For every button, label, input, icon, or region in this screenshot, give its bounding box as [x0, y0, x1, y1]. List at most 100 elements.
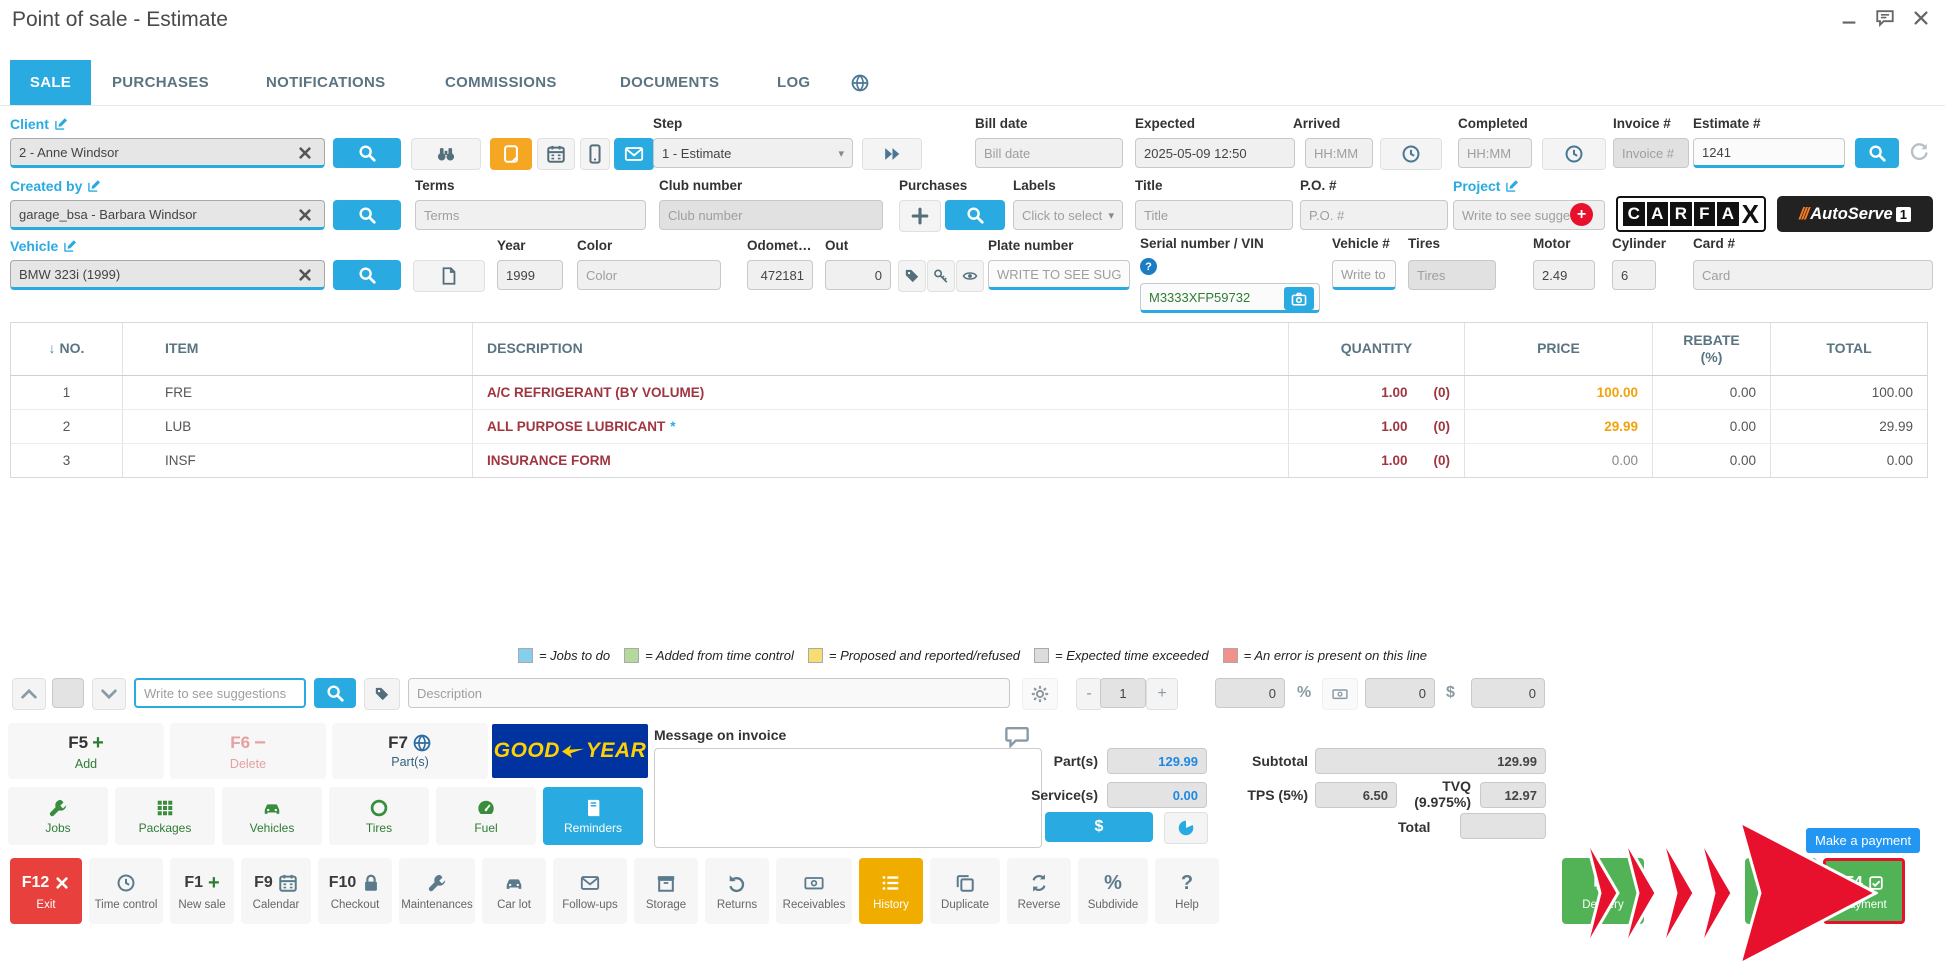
- binoculars-button[interactable]: [411, 138, 481, 170]
- terms-input[interactable]: [415, 200, 646, 230]
- tab-globe[interactable]: [850, 60, 870, 105]
- arrived-input[interactable]: [1305, 138, 1373, 168]
- tab-notifications[interactable]: NOTIFICATIONS: [266, 74, 386, 91]
- col-quantity[interactable]: QUANTITY: [1289, 323, 1465, 375]
- step-select[interactable]: 1 - Estimate ▾: [653, 138, 853, 168]
- tab-commissions[interactable]: COMMISSIONS: [445, 74, 557, 91]
- tab-sale[interactable]: SALE: [10, 60, 91, 105]
- subdivide-button[interactable]: % Subdivide: [1078, 858, 1148, 924]
- title-input[interactable]: [1135, 200, 1293, 230]
- calendar-button[interactable]: [537, 138, 575, 170]
- client-input[interactable]: [10, 138, 325, 168]
- refresh-icon[interactable]: [1909, 142, 1929, 162]
- eye-button[interactable]: [956, 260, 984, 292]
- vehicle-file-button[interactable]: [413, 260, 485, 292]
- edit-icon[interactable]: [63, 239, 77, 253]
- col-rebate[interactable]: REBATE (%): [1653, 323, 1771, 375]
- clear-created-by-icon[interactable]: [297, 207, 315, 225]
- checkout-button[interactable]: F10 Checkout: [318, 858, 392, 924]
- col-item[interactable]: ITEM: [123, 323, 473, 375]
- bill-date-input[interactable]: [975, 138, 1123, 168]
- tag-button[interactable]: [898, 260, 926, 292]
- vin-camera-button[interactable]: [1284, 287, 1314, 310]
- cylinder-input[interactable]: [1612, 260, 1656, 290]
- minimize-icon[interactable]: [1839, 8, 1859, 28]
- color-input[interactable]: [577, 260, 721, 290]
- move-line-down-button[interactable]: [92, 678, 126, 710]
- vehicles-button[interactable]: Vehicles: [222, 787, 322, 845]
- reminders-button[interactable]: Reminders: [543, 787, 643, 845]
- vehicle-search-button[interactable]: [333, 260, 401, 290]
- qty-value[interactable]: 1: [1100, 678, 1146, 708]
- expected-input[interactable]: [1135, 138, 1295, 168]
- table-row[interactable]: 3 INSF INSURANCE FORM 1.00 (0) 0.00 0.00 …: [11, 444, 1927, 477]
- estimate-number-input[interactable]: [1693, 138, 1845, 168]
- card-number-input[interactable]: [1693, 260, 1933, 290]
- storage-button[interactable]: Storage: [634, 858, 698, 924]
- parts-button[interactable]: F7 Part(s): [332, 723, 488, 779]
- help-button[interactable]: ? Help: [1155, 858, 1219, 924]
- next-step-button[interactable]: [862, 138, 922, 170]
- vehicle-input[interactable]: [10, 260, 325, 290]
- edit-icon[interactable]: [1505, 179, 1519, 193]
- note-button[interactable]: [490, 138, 532, 170]
- col-description[interactable]: DESCRIPTION: [473, 323, 1289, 375]
- maintenances-button[interactable]: Maintenances: [399, 858, 475, 924]
- po-number-input[interactable]: [1300, 200, 1448, 230]
- edit-icon[interactable]: [87, 179, 101, 193]
- qty-plus-button[interactable]: +: [1146, 678, 1178, 710]
- reverse-button[interactable]: Reverse: [1007, 858, 1071, 924]
- autoserve-logo[interactable]: ///AutoServe 1: [1777, 196, 1933, 232]
- vehicle-number-input[interactable]: [1332, 260, 1396, 290]
- motor-input[interactable]: [1533, 260, 1595, 290]
- email-button[interactable]: [614, 138, 654, 170]
- plate-number-input[interactable]: [988, 260, 1130, 290]
- chat-icon[interactable]: [1875, 8, 1895, 28]
- fuel-button[interactable]: Fuel: [436, 787, 536, 845]
- edit-icon[interactable]: [54, 117, 68, 131]
- car-lot-button[interactable]: Car lot: [482, 858, 546, 924]
- calendar-button-bottom[interactable]: F9 Calendar: [241, 858, 311, 924]
- new-sale-button[interactable]: F1 + New sale: [170, 858, 234, 924]
- description-input[interactable]: [408, 678, 1010, 708]
- duplicate-button[interactable]: Duplicate: [930, 858, 1000, 924]
- qty-minus-button[interactable]: -: [1076, 678, 1102, 710]
- clear-client-icon[interactable]: [297, 145, 315, 163]
- completed-input[interactable]: [1458, 138, 1532, 168]
- tab-documents[interactable]: DOCUMENTS: [620, 74, 720, 91]
- created-by-search-button[interactable]: [333, 200, 401, 230]
- col-no[interactable]: ↓ NO.: [11, 323, 123, 375]
- help-circle-icon[interactable]: ?: [1140, 258, 1157, 275]
- labels-select[interactable]: Click to select ▾: [1013, 200, 1123, 230]
- purchases-search-button[interactable]: [945, 200, 1005, 230]
- completed-clock-button[interactable]: [1542, 138, 1606, 170]
- estimate-search-button[interactable]: [1855, 138, 1899, 168]
- packages-button[interactable]: Packages: [115, 787, 215, 845]
- col-total[interactable]: TOTAL: [1826, 340, 1872, 357]
- purchases-add-button[interactable]: [899, 200, 941, 232]
- line-settings-button[interactable]: [1022, 678, 1058, 710]
- key-button[interactable]: [927, 260, 955, 292]
- receivables-button[interactable]: Receivables: [776, 858, 852, 924]
- year-input[interactable]: [497, 260, 563, 290]
- tires-button[interactable]: Tires: [329, 787, 429, 845]
- item-tag-button[interactable]: [364, 678, 400, 710]
- time-control-button[interactable]: Time control: [89, 858, 163, 924]
- odometer-input[interactable]: [747, 260, 813, 290]
- table-row[interactable]: 1 FRE A/C REFRIGERANT (BY VOLUME) 1.00 (0…: [11, 376, 1927, 410]
- invoice-message-textarea[interactable]: [654, 748, 1042, 848]
- pay-cash-button[interactable]: $: [1045, 812, 1153, 842]
- table-row[interactable]: 2 LUB ALL PURPOSE LUBRICANT * 1.00 (0) 29.…: [11, 410, 1927, 444]
- created-by-input[interactable]: [10, 200, 325, 230]
- arrived-clock-button[interactable]: [1380, 138, 1442, 170]
- item-suggestions-input[interactable]: [134, 678, 306, 708]
- exit-button[interactable]: F12 Exit: [10, 858, 82, 924]
- tab-log[interactable]: LOG: [777, 74, 811, 91]
- client-search-button[interactable]: [333, 138, 401, 168]
- mobile-button[interactable]: [580, 138, 610, 170]
- out-input[interactable]: [825, 260, 891, 290]
- tab-purchases[interactable]: PURCHASES: [112, 74, 209, 91]
- speech-bubble-icon[interactable]: [1004, 724, 1030, 750]
- returns-button[interactable]: Returns: [705, 858, 769, 924]
